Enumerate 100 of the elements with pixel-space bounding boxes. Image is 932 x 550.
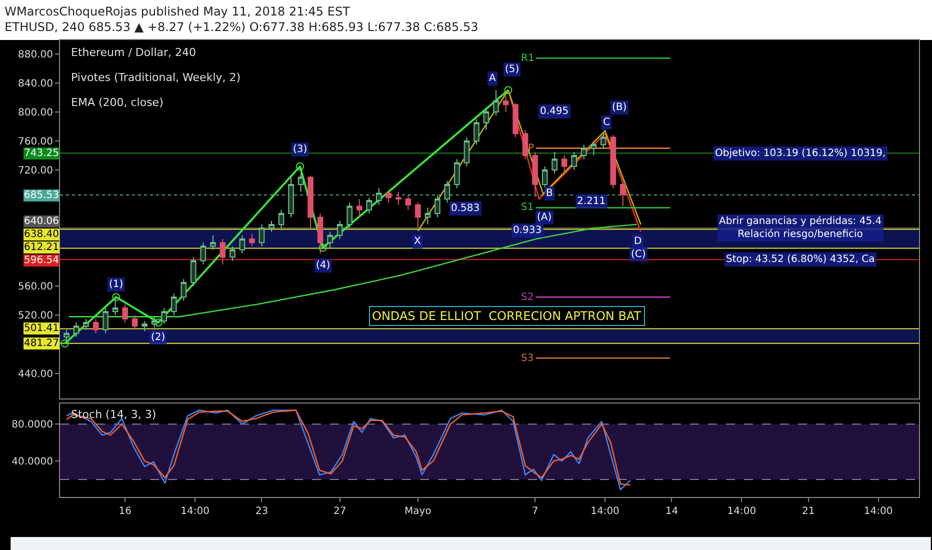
candlestick [151, 316, 158, 328]
candlestick [366, 197, 372, 214]
chart-title: WMarcosChoqueRojas published May 11, 2018 21:45 EST [4, 4, 351, 18]
point [318, 244, 327, 252]
candlestick [220, 238, 226, 265]
candlestick [317, 213, 324, 254]
x-tick-label: 21 [802, 506, 815, 517]
ref-line-label: 501.41 [24, 323, 59, 334]
candlestick [512, 102, 518, 138]
y-tick-label: 720.00 [18, 165, 53, 176]
annotation: (4) [316, 260, 330, 271]
point [504, 86, 512, 94]
series-label: S1 [521, 202, 534, 213]
series-label: S3 [521, 353, 534, 364]
candlestick [600, 132, 606, 149]
annotation: 0.933 [513, 225, 542, 236]
ref-line-label: 481.27 [24, 338, 59, 349]
ref-line-label: 640.06 [24, 216, 59, 227]
candlestick [610, 134, 616, 189]
candlestick [210, 234, 216, 250]
x-tick-label: 14 [665, 506, 678, 517]
candlestick [122, 304, 128, 323]
annotation: D [634, 236, 642, 247]
candlestick [434, 194, 440, 218]
candlestick [405, 194, 412, 210]
annotation: A [489, 73, 496, 84]
annotation: 0.495 [540, 106, 569, 117]
candlestick [396, 191, 402, 206]
x-tick-label: 27 [333, 506, 346, 517]
series-label: R1 [521, 53, 534, 64]
ref-line-label: 743.25 [24, 148, 59, 159]
annotation: (5) [505, 64, 520, 75]
candlestick [102, 307, 108, 334]
candlestick [552, 151, 558, 174]
point [296, 162, 304, 170]
candlestick [308, 175, 314, 229]
candlestick [483, 108, 490, 131]
annotation: (B) [612, 102, 627, 113]
candlestick [580, 144, 587, 160]
candlestick [200, 242, 206, 265]
candlestick [454, 158, 460, 189]
candlestick [190, 256, 196, 287]
candlestick [415, 202, 421, 229]
candlestick [288, 175, 294, 218]
candlestick [464, 136, 470, 167]
y-tick-label: 560.00 [18, 282, 53, 293]
annotation: (A) [537, 212, 552, 223]
annotation: 0.583 [451, 203, 480, 214]
y-tick-label: 800.00 [18, 107, 53, 118]
candlestick [571, 151, 577, 170]
candlestick [83, 318, 89, 330]
candlestick [356, 198, 362, 218]
annotation: B [546, 188, 553, 199]
point [60, 340, 69, 348]
annotation: C [603, 117, 610, 128]
x-tick-label: 14:00 [180, 506, 210, 517]
ref-line-label: 596.54 [24, 255, 59, 266]
annotation: Objetivo: 103.19 (16.12%) 10319, [715, 148, 886, 159]
y-tick-label: 80.0000 [12, 420, 53, 431]
point [112, 293, 120, 302]
annotation: (3) [293, 144, 308, 155]
candlestick [620, 180, 626, 207]
x-tick-label: 14:00 [864, 506, 893, 517]
series-label: P [528, 143, 534, 154]
annotation: Ethereum / Dollar, 240 [71, 46, 196, 59]
candlestick [239, 234, 246, 254]
candlestick [142, 320, 148, 332]
annotation: (C) [631, 249, 646, 260]
candlestick [522, 130, 528, 160]
ref-line-label: 638.40 [24, 229, 59, 240]
candlestick [493, 90, 499, 116]
candlestick [73, 322, 80, 338]
candlestick [298, 173, 304, 192]
candlestick [590, 140, 597, 156]
ref-line-label: 685.53 [24, 190, 59, 201]
x-tick-label: 23 [255, 506, 268, 517]
candlestick [230, 246, 236, 262]
candlestick [474, 118, 480, 146]
candlestick [444, 180, 450, 204]
candlestick [170, 292, 177, 316]
candlestick [532, 151, 538, 198]
annotation: 2.211 [577, 196, 606, 207]
x-tick-label: 14:00 [727, 506, 756, 517]
chart-subtitle: ETHUSD, 240 685.53 ▲ +8.27 (+1.22%) O:677.38 H:685.93 L:677.38 C:685.53 [4, 20, 478, 34]
candlestick [132, 314, 138, 330]
annotation: (1) [109, 279, 124, 290]
annotation: (2) [151, 332, 166, 343]
candlestick [502, 95, 509, 112]
candlestick [268, 220, 274, 232]
y-tick-label: 40.0000 [12, 456, 53, 468]
candlestick [336, 220, 343, 240]
band-label: ONDAS DE ELLIOT CORRECION APTRON BAT [372, 309, 642, 323]
annotation: Abrir ganancias y pérdidas: 45.4 Relación riesgo/beneficio [719, 216, 882, 240]
candlestick [542, 166, 548, 189]
candlestick [258, 224, 265, 247]
x-tick-label: Mayo [404, 506, 432, 517]
x-tick-label: 16 [118, 506, 132, 517]
candlestick [376, 188, 382, 206]
x-tick-label: 14:00 [590, 506, 620, 517]
candlestick [346, 202, 352, 229]
